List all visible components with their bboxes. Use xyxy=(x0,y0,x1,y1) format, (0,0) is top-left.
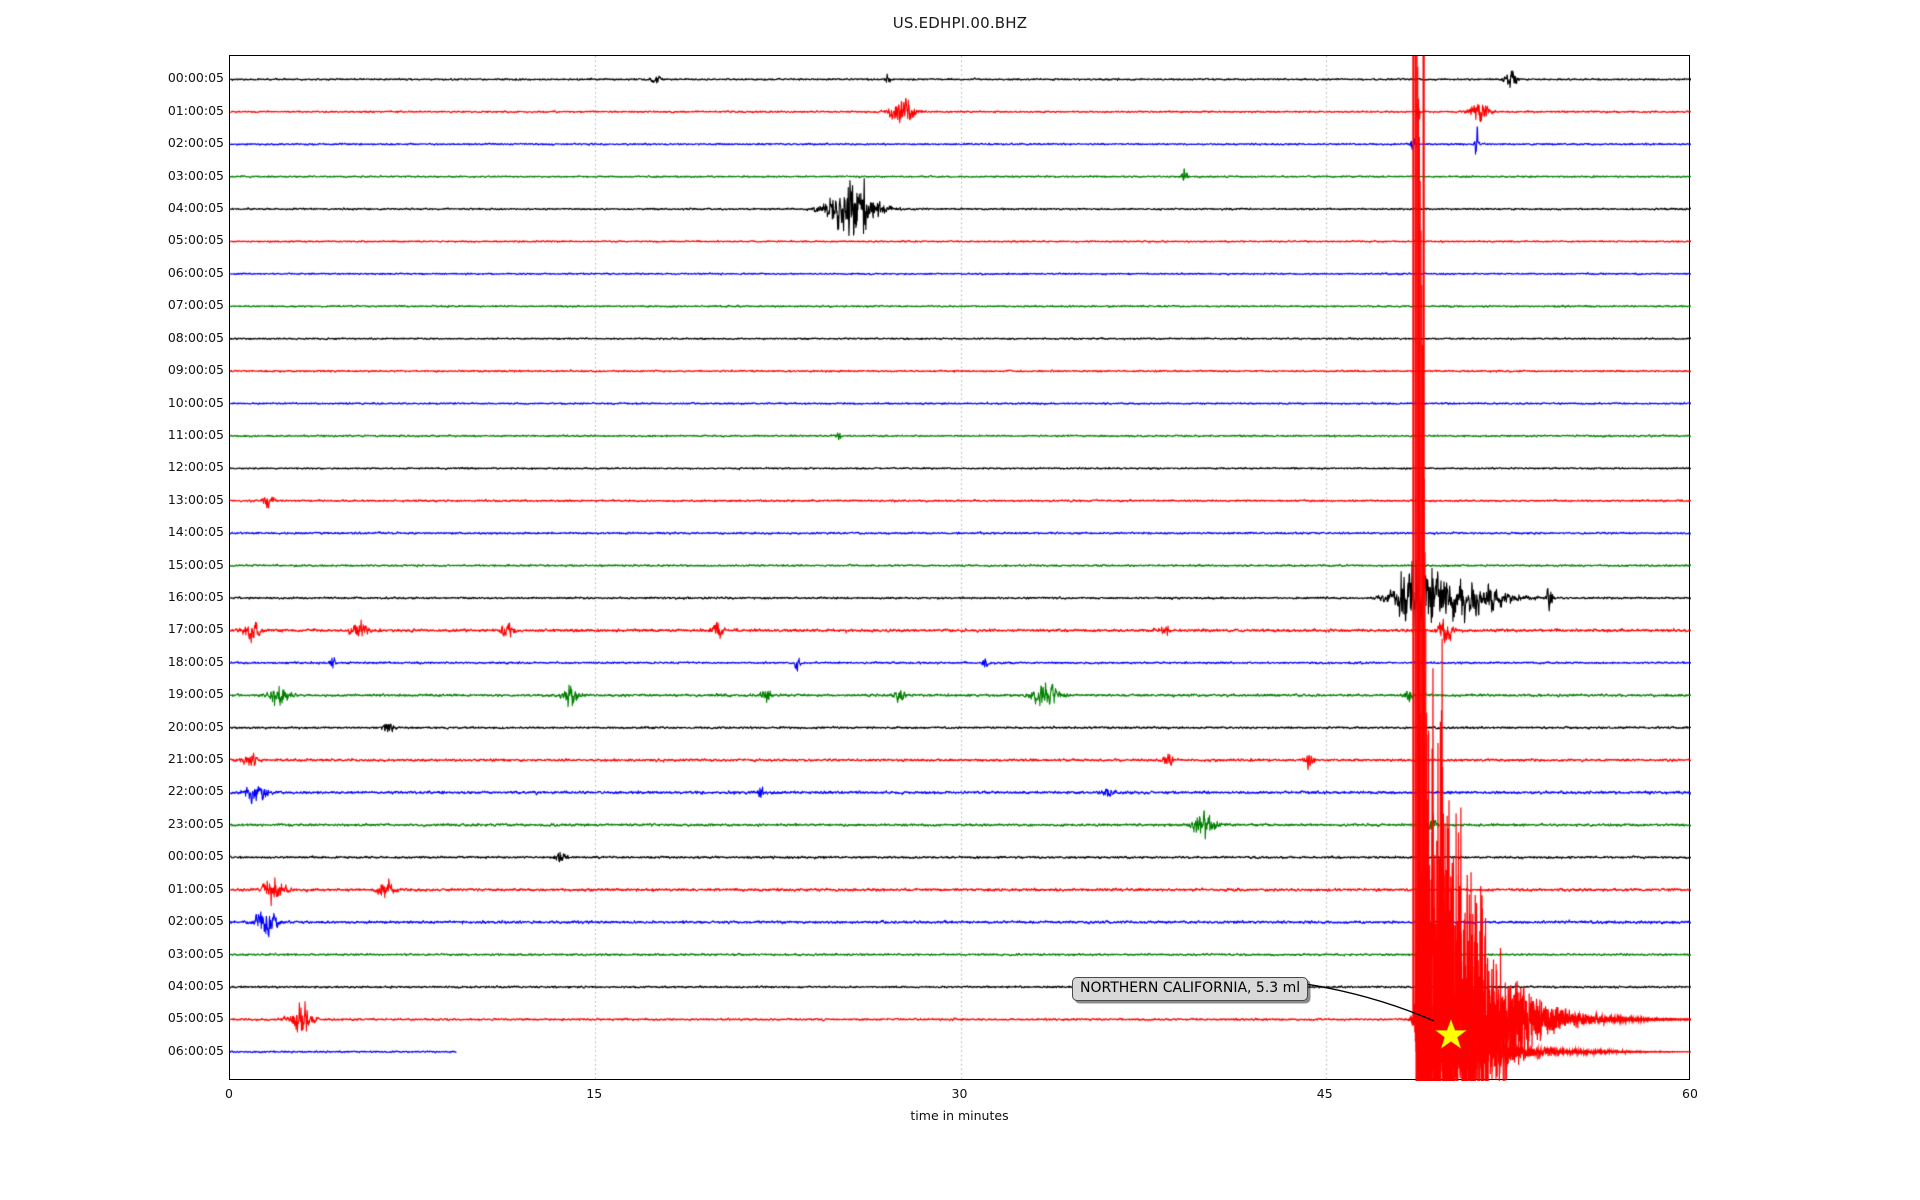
y-tick-label-row-20: 20:00:05 xyxy=(167,718,224,734)
x-tick-label-30: 30 xyxy=(951,1086,968,1101)
y-tick-label-row-18: 18:00:05 xyxy=(167,653,224,669)
y-tick-label-row-7: 07:00:05 xyxy=(167,297,224,313)
y-tick-label-row-24: 00:00:05 xyxy=(167,848,224,864)
y-tick-label-row-15: 15:00:05 xyxy=(167,556,224,572)
y-tick-label-row-9: 09:00:05 xyxy=(167,362,224,378)
y-tick-label-row-0: 00:00:05 xyxy=(167,70,224,86)
x-tick-label-0: 0 xyxy=(225,1086,233,1101)
y-tick-label-row-10: 10:00:05 xyxy=(167,394,224,410)
y-tick-label-row-11: 11:00:05 xyxy=(167,426,224,442)
y-tick-label-row-25: 01:00:05 xyxy=(167,880,224,896)
plot-area xyxy=(229,55,1691,1081)
y-tick-label-row-5: 05:00:05 xyxy=(167,232,224,248)
y-tick-label-row-29: 05:00:05 xyxy=(167,1010,224,1026)
y-tick-label-row-2: 02:00:05 xyxy=(167,135,224,151)
x-tick-label-45: 45 xyxy=(1316,1086,1333,1101)
y-axis-tick-labels: 00:00:05 01:00:05 02:00:05 03:00:05 04:00:05… xyxy=(0,0,224,1200)
page-title: US.EDHPI.00.BHZ xyxy=(892,14,1028,32)
y-tick-label-row-21: 21:00:05 xyxy=(167,751,224,767)
x-tick-label-15: 15 xyxy=(586,1086,603,1101)
x-tick-label-60: 60 xyxy=(1682,1086,1698,1101)
seismogram-canvas xyxy=(230,56,1691,1081)
y-tick-label-row-3: 03:00:05 xyxy=(167,167,224,183)
x-axis-title: time in minutes xyxy=(910,1108,1009,1123)
y-tick-label-row-27: 03:00:05 xyxy=(167,945,224,961)
y-tick-label-row-8: 08:00:05 xyxy=(167,329,224,345)
y-tick-label-row-13: 13:00:05 xyxy=(167,491,224,507)
y-tick-label-row-26: 02:00:05 xyxy=(167,913,224,929)
y-tick-label-row-6: 06:00:05 xyxy=(167,264,224,280)
y-tick-label-row-14: 14:00:05 xyxy=(167,524,224,540)
y-tick-label-row-12: 12:00:05 xyxy=(167,459,224,475)
y-tick-label-row-22: 22:00:05 xyxy=(167,783,224,799)
y-tick-label-row-1: 01:00:05 xyxy=(167,102,224,118)
x-axis-tick-labels: 0 15 30 45 60 xyxy=(0,1086,1920,1116)
y-tick-label-row-4: 04:00:05 xyxy=(167,200,224,215)
y-tick-label-row-23: 23:00:05 xyxy=(167,815,224,831)
y-tick-label-row-17: 17:00:05 xyxy=(167,621,224,637)
y-tick-label-row-19: 19:00:05 xyxy=(167,686,224,702)
y-tick-label-row-28: 04:00:05 xyxy=(167,977,224,993)
earthquake-annotation-label[interactable]: NORTHERN CALIFORNIA, 5.3 ml xyxy=(1072,977,1309,1002)
y-tick-label-row-30: 06:00:05 xyxy=(167,1042,224,1058)
y-tick-label-row-16: 16:00:05 xyxy=(167,588,224,604)
